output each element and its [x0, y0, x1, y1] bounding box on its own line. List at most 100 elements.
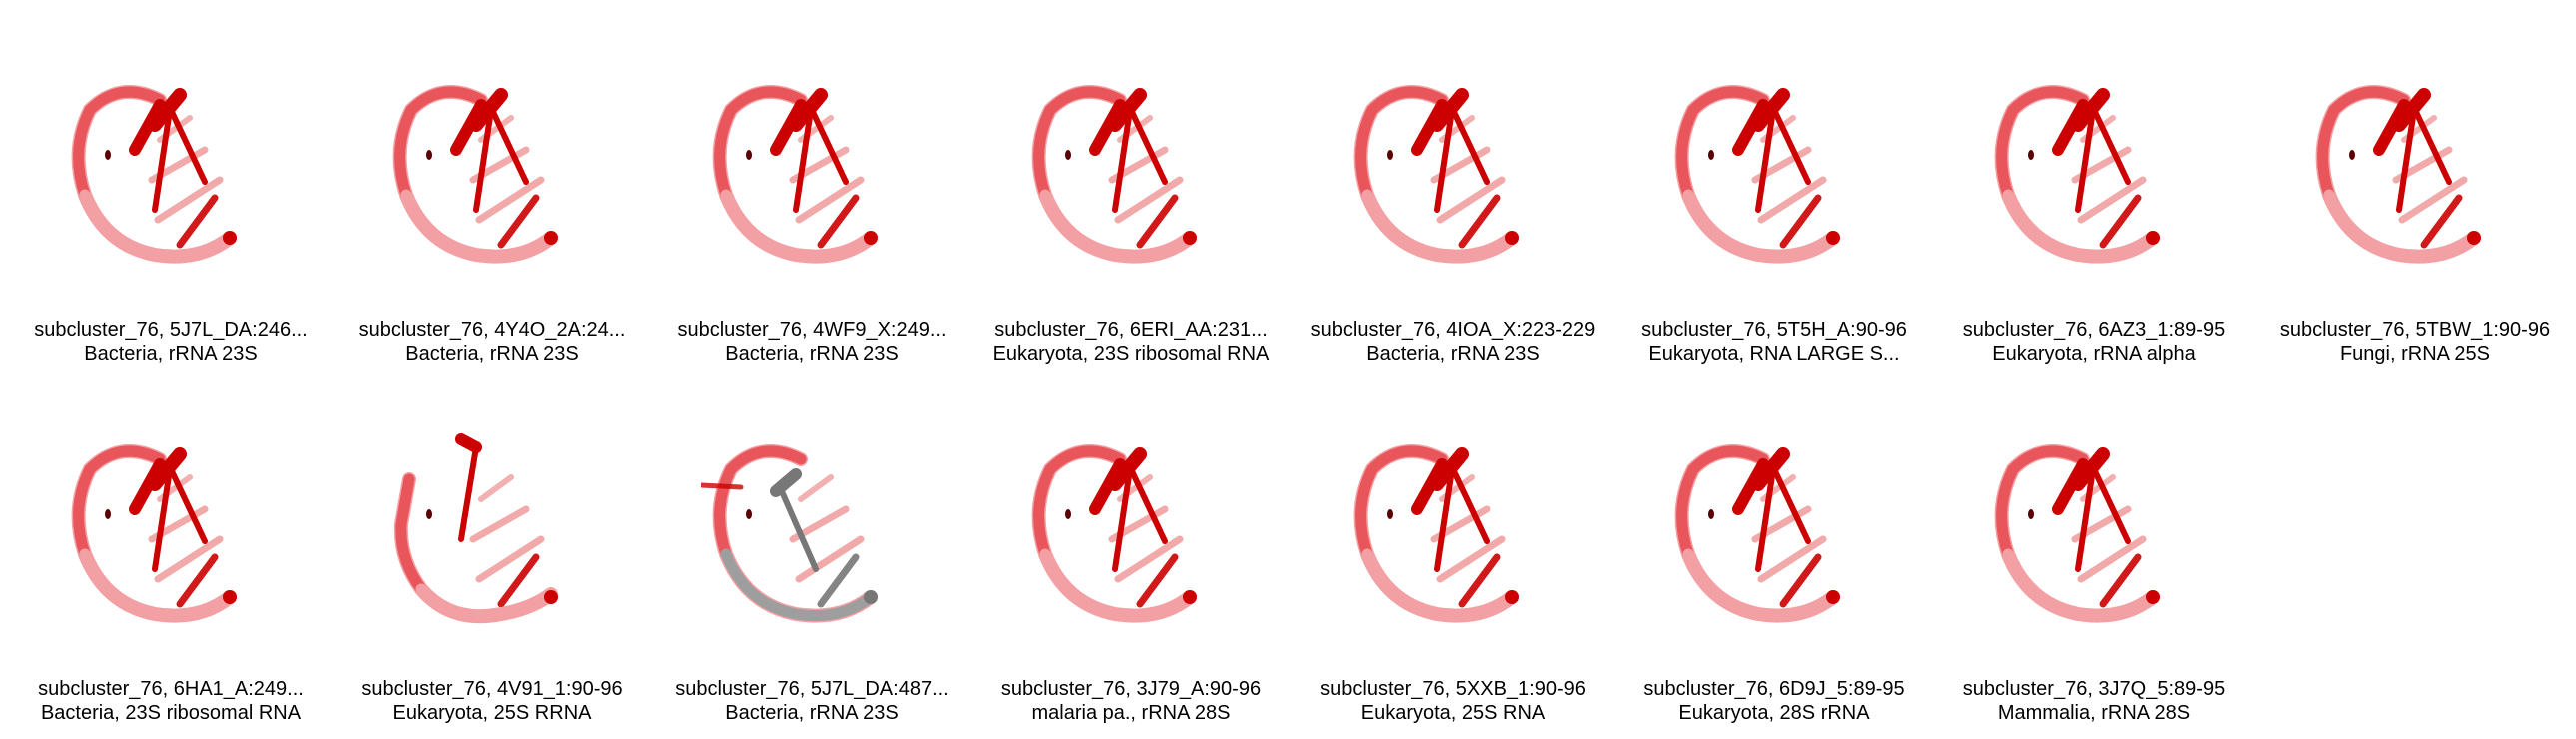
base-dark	[1112, 466, 1133, 572]
backbone-end	[2467, 231, 2481, 245]
base-dark	[458, 444, 479, 542]
structure-caption: subcluster_76, 6ERI_AA:231... Eukaryota, …	[970, 318, 1292, 366]
caption-subtitle: Eukaryota, rRNA alpha	[1992, 343, 2196, 365]
backbone-lower	[1682, 189, 1839, 263]
base-dark	[2052, 458, 2089, 515]
structure-caption: subcluster_76, 6AZ3_1:89-95 Eukaryota, rR…	[1933, 318, 2254, 366]
base-rung	[2099, 553, 2142, 608]
caption-subtitle: Bacteria, rRNA 23S	[725, 702, 899, 724]
atom-dot	[1708, 150, 1714, 160]
base-rung	[1757, 176, 1827, 224]
backbone-end	[544, 231, 558, 245]
caption-title: subcluster_76, 6ERI_AA:231...	[994, 319, 1268, 341]
backbone-end	[1505, 590, 1519, 604]
base-dark	[1772, 109, 1811, 185]
atom-dot	[1387, 150, 1393, 160]
backbone-lower	[720, 548, 877, 622]
backbone-upper	[2317, 86, 2410, 201]
structure-caption: subcluster_76, 5T5H_A:90-96 Eukaryota, RN…	[1613, 318, 1935, 366]
base-rung	[154, 535, 224, 583]
base-dark	[1411, 458, 1448, 515]
caption-title: subcluster_76, 6HA1_A:249...	[38, 678, 304, 700]
atom-dot	[426, 150, 432, 160]
base-dark	[169, 468, 208, 544]
atom-dot	[1065, 150, 1071, 160]
rna-structure-image	[2315, 85, 2481, 264]
structure-caption: subcluster_76, 4Y4O_2A:24... Bacteria, rR…	[331, 318, 653, 366]
base-gray	[778, 486, 819, 572]
base-dark	[1732, 458, 1769, 515]
rna-structure-image	[1674, 444, 1840, 623]
backbone-end	[223, 590, 237, 604]
base-rung	[795, 176, 865, 224]
base-dark	[1732, 99, 1769, 156]
structure-tile: subcluster_76, 4V91_1:90-96 Eukaryota, 25…	[331, 360, 653, 729]
structure-tile: subcluster_76, 6HA1_A:249... Bacteria, 23…	[10, 360, 331, 729]
structure-caption: subcluster_76, 4IOA_X:223-229 Bacteria, r…	[1292, 318, 1613, 366]
backbone-lower	[1361, 548, 1518, 622]
caption-title: subcluster_76, 5T5H_A:90-96	[1641, 319, 1907, 341]
rna-structure-image	[712, 85, 878, 264]
base-rung	[1458, 553, 1501, 608]
backbone-upper	[1355, 86, 1448, 201]
backbone-upper	[1676, 445, 1769, 560]
base-rung	[2077, 535, 2147, 583]
rna-structure-image	[71, 85, 237, 264]
base-rung	[1436, 176, 1506, 224]
base-rung	[817, 194, 860, 249]
base-rung	[1458, 194, 1501, 249]
base-dark	[810, 109, 849, 185]
backbone-lower	[2002, 548, 2159, 622]
structure-caption: subcluster_76, 4WF9_X:249... Bacteria, rR…	[651, 318, 972, 366]
base-dark	[1089, 99, 1126, 156]
rna-structure-image	[1353, 85, 1519, 264]
structure-tile: subcluster_76, 5J7L_DA:487... Bacteria, r…	[651, 360, 972, 729]
base-dark	[1129, 109, 1168, 185]
backbone-lower	[400, 189, 557, 263]
backbone-lower	[415, 583, 557, 622]
caption-title: subcluster_76, 6AZ3_1:89-95	[1962, 319, 2226, 341]
structure-caption: subcluster_76, 6HA1_A:249... Bacteria, 23…	[10, 677, 331, 725]
structure-tile: subcluster_76, 4WF9_X:249... Bacteria, rR…	[651, 0, 972, 370]
caption-title: subcluster_76, 4WF9_X:249...	[677, 319, 947, 341]
base-rung	[475, 176, 545, 224]
base-rung	[1779, 194, 1822, 249]
caption-subtitle: Eukaryota, 23S ribosomal RNA	[992, 343, 1270, 365]
atom-dot	[2028, 509, 2034, 519]
structure-tile: subcluster_76, 4Y4O_2A:24... Bacteria, rR…	[331, 0, 653, 370]
backbone-lower	[720, 189, 877, 263]
rna-structure-image	[701, 444, 878, 623]
structure-caption: subcluster_76, 4V91_1:90-96 Eukaryota, 25…	[331, 677, 653, 725]
rna-structure-image	[71, 444, 237, 623]
base-dark	[1451, 468, 1490, 544]
base-dark	[2396, 107, 2417, 213]
caption-subtitle: Eukaryota, RNA LARGE S...	[1648, 343, 1900, 365]
backbone-upper	[714, 86, 807, 201]
caption-title: subcluster_76, 5TBW_1:90-96	[2279, 319, 2551, 341]
caption-title: subcluster_76, 4V91_1:90-96	[361, 678, 623, 700]
base-rung	[1136, 553, 1179, 608]
base-rung	[497, 194, 540, 249]
rna-structure-image	[1674, 85, 1840, 264]
base-dark	[129, 99, 166, 156]
base-strand	[701, 482, 744, 490]
backbone-end	[1183, 590, 1197, 604]
backbone-lower	[79, 548, 236, 622]
backbone-end	[864, 590, 878, 604]
backbone-end	[1183, 231, 1197, 245]
base-dark	[1129, 468, 1168, 544]
atom-dot	[1708, 509, 1714, 519]
caption-title: subcluster_76, 4Y4O_2A:24...	[358, 319, 626, 341]
base-rung	[154, 176, 224, 224]
backbone-upper	[714, 445, 807, 560]
base-rung	[1136, 194, 1179, 249]
structure-tile: subcluster_76, 5J7L_DA:246... Bacteria, r…	[10, 0, 331, 370]
caption-subtitle: Fungi, rRNA 25S	[2339, 343, 2491, 365]
structure-tile: subcluster_76, 3J79_A:90-96 malaria pa., …	[970, 360, 1292, 729]
base-rung	[2398, 176, 2468, 224]
atom-dot	[2028, 150, 2034, 160]
backbone-end	[2146, 231, 2160, 245]
base-rung	[798, 474, 834, 502]
atom-dot	[746, 509, 752, 519]
